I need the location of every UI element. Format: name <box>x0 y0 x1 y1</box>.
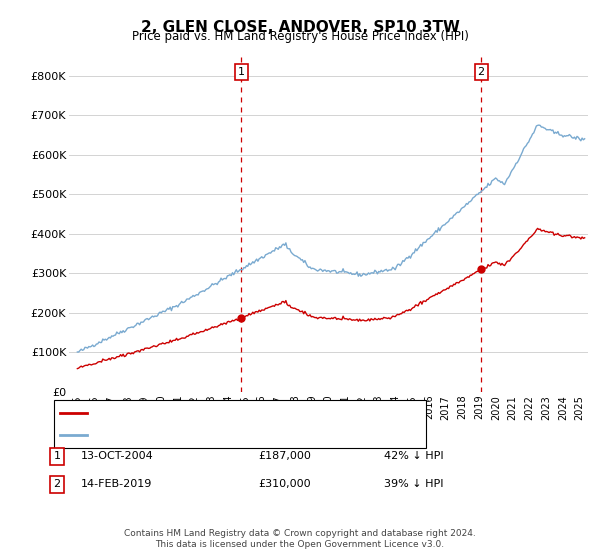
Text: 2, GLEN CLOSE, ANDOVER, SP10 3TW: 2, GLEN CLOSE, ANDOVER, SP10 3TW <box>140 20 460 35</box>
Text: 1: 1 <box>238 67 245 77</box>
Text: £310,000: £310,000 <box>258 479 311 489</box>
Text: 1: 1 <box>53 451 61 461</box>
Text: £187,000: £187,000 <box>258 451 311 461</box>
Text: Contains HM Land Registry data © Crown copyright and database right 2024.
This d: Contains HM Land Registry data © Crown c… <box>124 529 476 549</box>
Text: 14-FEB-2019: 14-FEB-2019 <box>81 479 152 489</box>
Text: 42% ↓ HPI: 42% ↓ HPI <box>384 451 443 461</box>
Text: 2: 2 <box>53 479 61 489</box>
Text: 13-OCT-2004: 13-OCT-2004 <box>81 451 154 461</box>
Text: Price paid vs. HM Land Registry's House Price Index (HPI): Price paid vs. HM Land Registry's House … <box>131 30 469 43</box>
Text: 39% ↓ HPI: 39% ↓ HPI <box>384 479 443 489</box>
Text: 2: 2 <box>478 67 485 77</box>
Text: HPI: Average price, detached house, Test Valley: HPI: Average price, detached house, Test… <box>93 430 341 440</box>
Text: 2, GLEN CLOSE, ANDOVER, SP10 3TW (detached house): 2, GLEN CLOSE, ANDOVER, SP10 3TW (detach… <box>93 408 384 418</box>
